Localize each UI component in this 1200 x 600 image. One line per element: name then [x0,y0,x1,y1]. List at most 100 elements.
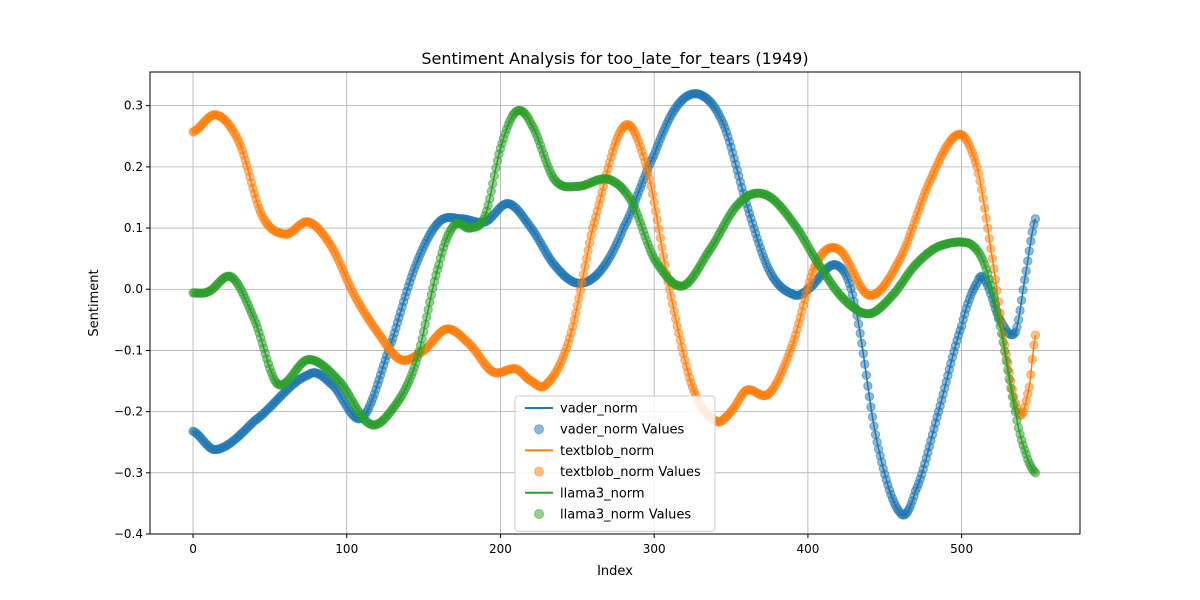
data-point [858,348,868,359]
legend-label: vader_norm [560,402,638,417]
data-point [584,238,595,248]
y-tick-label: −0.1 [114,343,143,357]
data-point [1001,355,1011,366]
data-point [1024,382,1034,392]
y-tick-label: −0.3 [114,466,143,480]
legend-marker-swatch [534,509,544,519]
data-point [575,285,586,296]
data-point [489,171,500,181]
data-point [486,186,496,197]
data-point [572,301,583,311]
data-point [647,189,658,199]
legend-marker-swatch [534,424,544,435]
data-point [857,338,867,348]
data-point [421,312,432,322]
data-point [995,321,1005,331]
y-axis-label: Sentiment [87,269,102,336]
data-point [978,194,988,204]
data-point [1015,305,1025,316]
data-point [870,429,881,440]
data-point [998,337,1008,347]
legend-label: llama3_norm [560,486,645,501]
legend-item: textblob_norm Values [534,465,701,480]
legend-label: vader_norm Values [560,423,685,438]
x-axis-label: Index [597,564,633,579]
data-point [1029,340,1039,350]
legend-item: textblob_norm [525,444,654,459]
data-point [649,197,659,208]
legend-item: llama3_norm [525,486,645,501]
data-point [975,176,985,186]
legend-marker-swatch [534,466,544,477]
series-llama3_norm [188,105,1041,478]
data-point [1006,383,1016,393]
y-tick-label: 0.1 [124,221,143,235]
data-point [979,203,990,213]
data-point [574,293,584,304]
data-point [983,223,993,234]
x-tick-label: 500 [950,542,973,556]
data-point [860,359,870,370]
data-point [1012,322,1022,332]
data-point [863,381,873,391]
data-point [654,224,664,234]
data-point [1010,406,1021,417]
axes-frame [149,71,1081,535]
data-point [652,215,662,225]
data-point [855,328,865,339]
y-tick-label: −0.4 [114,527,143,541]
data-point [1030,214,1041,224]
plot-series [188,88,1041,520]
data-point [651,206,661,216]
data-point [853,319,864,329]
legend-label: llama3_norm Values [560,508,691,523]
data-point [981,213,991,223]
chart-title: Sentiment Analysis for too_late_for_tear… [421,49,808,69]
x-tick-label: 300 [643,542,666,556]
x-tick-label: 100 [335,542,358,556]
y-tick-label: 0.2 [124,160,143,174]
x-tick-label: 200 [489,542,512,556]
series-markers-llama3_norm [188,105,1041,478]
data-point [1003,365,1013,375]
data-point [646,181,656,192]
data-point [1030,330,1041,340]
data-point [1026,236,1036,246]
data-point [1016,295,1027,306]
legend-item: vader_norm Values [534,423,685,438]
data-point [1019,275,1030,285]
legend-box [514,395,716,532]
data-point [581,253,592,264]
data-point [1013,314,1024,325]
data-point [1021,266,1031,276]
data-point [488,178,498,189]
data-point [986,243,996,254]
x-tick-label: 0 [189,542,197,556]
y-tick-label: 0.0 [124,282,143,296]
data-point [658,251,669,261]
data-point [987,253,998,264]
data-point [1030,468,1041,478]
data-point [869,421,879,431]
data-point [1027,354,1038,365]
data-point [996,329,1007,339]
data-point [1012,415,1022,425]
data-point [864,391,875,402]
data-point [976,184,987,195]
legend-item: vader_norm [525,402,638,417]
y-tick-label: 0.3 [124,99,143,113]
legend: vader_norm vader_norm Values textblob_norm… [514,395,716,532]
y-tick-label: −0.2 [114,405,143,419]
data-point [1007,392,1018,402]
data-point [1027,227,1038,237]
legend-item: llama3_norm Values [534,508,691,523]
data-point [1023,256,1033,266]
grid [150,72,1080,535]
data-point [1024,246,1034,256]
data-point [999,346,1010,356]
data-point [1004,374,1014,384]
data-point [577,277,587,288]
data-point [1018,285,1028,295]
data-point [1026,369,1036,380]
